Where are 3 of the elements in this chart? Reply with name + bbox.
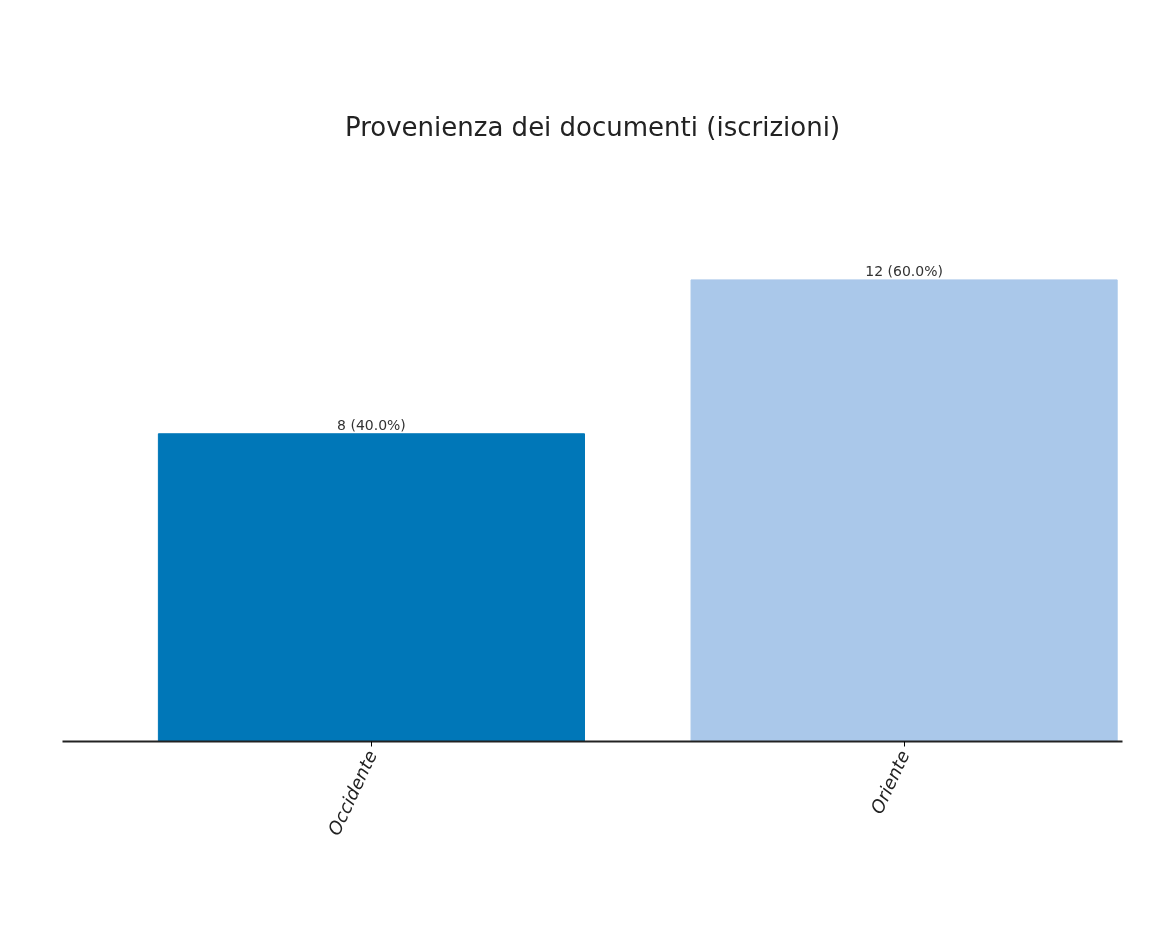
chart-title: Provenienza dei documenti (iscrizioni) (344, 112, 841, 142)
data-label: 12 (60.0%) (865, 262, 943, 279)
data-label: 8 (40.0%) (337, 416, 406, 433)
